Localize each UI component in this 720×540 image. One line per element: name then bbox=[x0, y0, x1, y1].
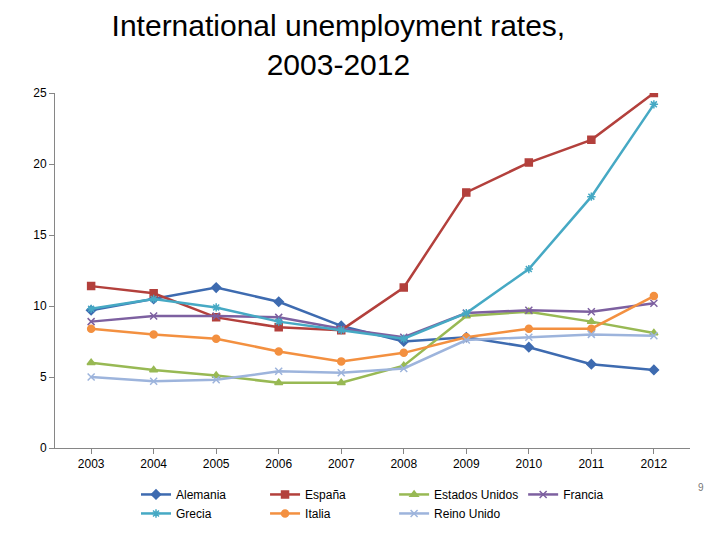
svg-text:20: 20 bbox=[33, 157, 47, 171]
svg-text:2003: 2003 bbox=[78, 457, 105, 471]
svg-text:5: 5 bbox=[40, 370, 47, 384]
svg-text:10: 10 bbox=[33, 299, 47, 313]
svg-text:2012: 2012 bbox=[641, 457, 668, 471]
svg-text:2011: 2011 bbox=[578, 457, 604, 471]
svg-text:25: 25 bbox=[33, 86, 47, 100]
svg-text:2010: 2010 bbox=[515, 457, 542, 471]
svg-text:Reino Unido: Reino Unido bbox=[434, 507, 500, 521]
svg-text:2004: 2004 bbox=[140, 457, 167, 471]
svg-text:2009: 2009 bbox=[453, 457, 480, 471]
svg-text:Alemania: Alemania bbox=[176, 488, 226, 502]
svg-text:España: España bbox=[305, 488, 346, 502]
svg-text:International unemployment rat: International unemployment rates,2003-20… bbox=[112, 9, 566, 81]
svg-text:0: 0 bbox=[40, 441, 47, 455]
svg-text:9: 9 bbox=[698, 482, 704, 493]
svg-text:Estados Unidos: Estados Unidos bbox=[434, 488, 518, 502]
svg-text:2005: 2005 bbox=[203, 457, 230, 471]
svg-text:Francia: Francia bbox=[563, 488, 603, 502]
svg-text:15: 15 bbox=[33, 228, 47, 242]
svg-text:2008: 2008 bbox=[390, 457, 417, 471]
svg-text:2006: 2006 bbox=[265, 457, 292, 471]
svg-text:Grecia: Grecia bbox=[176, 507, 212, 521]
svg-text:Italia: Italia bbox=[305, 507, 331, 521]
svg-text:2007: 2007 bbox=[328, 457, 355, 471]
